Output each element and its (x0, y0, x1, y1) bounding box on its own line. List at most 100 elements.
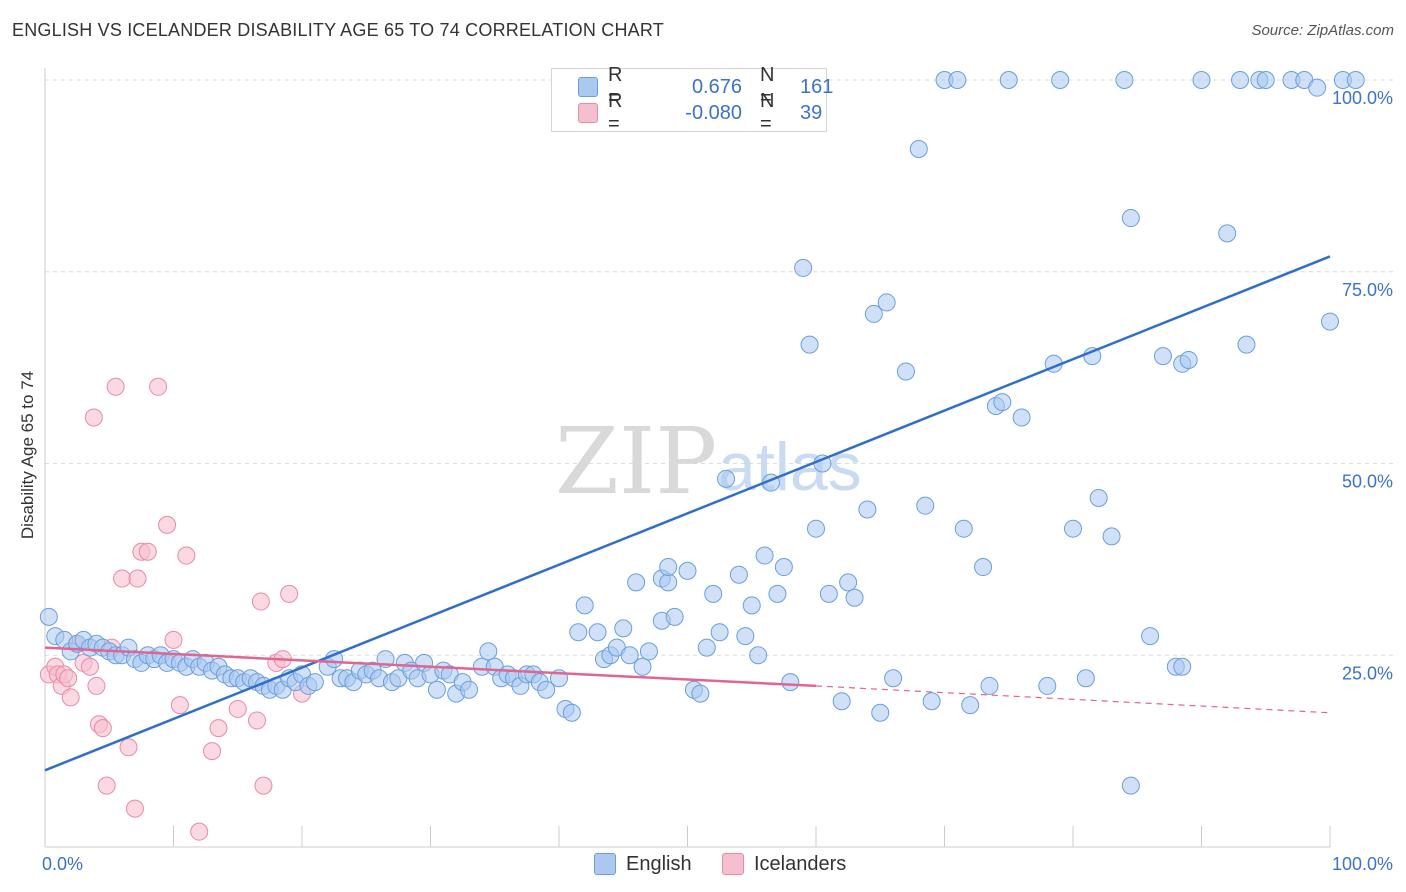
english-point (961, 696, 980, 715)
watermark-zip: ZIP (555, 408, 717, 515)
english-point (704, 584, 723, 603)
english-point (1121, 209, 1140, 228)
chart-title: ENGLISH VS ICELANDER DISABILITY AGE 65 T… (12, 20, 664, 40)
english-point (999, 71, 1018, 89)
icelander-point (251, 592, 270, 611)
english-point (1064, 519, 1082, 538)
english-point (1141, 627, 1160, 646)
english-point (922, 692, 941, 711)
trend-lines (44, 255, 1331, 772)
english-point (665, 607, 684, 626)
axis-layer (44, 68, 1331, 848)
english-point (1115, 71, 1134, 89)
english-point (479, 642, 498, 661)
english-point (774, 558, 793, 577)
english-point (1237, 335, 1256, 354)
y-tick-label: 50.0% (1342, 472, 1393, 492)
english-point (729, 565, 748, 584)
legend-swatch-icelanders (578, 103, 598, 123)
english-point (948, 71, 967, 89)
icelander-point (158, 515, 177, 534)
english-point (1218, 224, 1237, 243)
english-point (575, 596, 594, 615)
icelander-point (280, 584, 299, 603)
english-point (305, 673, 324, 692)
english-point (832, 692, 851, 711)
icelander-point (87, 676, 106, 695)
english-point (1321, 312, 1339, 331)
bottom-legend-english: English (594, 852, 692, 876)
english-point (884, 669, 903, 688)
english-point (1089, 489, 1108, 508)
english-point (954, 519, 973, 538)
english-point (1346, 71, 1365, 89)
bottom-legend-icelanders: Icelanders (722, 852, 846, 876)
english-point (794, 258, 813, 277)
icelander-point (59, 669, 78, 688)
icelander-point (228, 699, 247, 718)
english-point (39, 607, 58, 626)
english-point (1121, 776, 1140, 795)
english-point (1038, 676, 1057, 695)
icelander-point (128, 569, 147, 588)
english-point (717, 469, 736, 488)
english-point (614, 619, 633, 638)
english-point (749, 646, 768, 665)
english-point (1012, 408, 1031, 427)
english-point (697, 638, 716, 657)
icelander-point (125, 799, 144, 818)
english-point (633, 657, 652, 676)
english-point (1308, 78, 1327, 97)
legend-r-value-english: 0.676 (691, 75, 742, 98)
icelander-point (190, 822, 209, 841)
x-tick-label: 0.0% (42, 854, 83, 874)
legend-n-label: N = (760, 90, 775, 135)
english-point (980, 676, 999, 695)
english-point (871, 703, 890, 722)
icelander-point (61, 688, 80, 707)
english-point (974, 558, 993, 577)
english-point (1051, 71, 1070, 89)
icelander-point (97, 776, 116, 795)
english-point (1102, 527, 1121, 546)
english-point (710, 623, 729, 642)
english-point (909, 140, 928, 159)
english-point (569, 623, 588, 642)
english-point (768, 584, 787, 603)
bottom-legend-label-icelanders: Icelanders (754, 852, 847, 875)
icelander-trend-extension (815, 685, 1331, 714)
bottom-legend-swatch-english (594, 853, 616, 875)
y-tick-label: 25.0% (1342, 663, 1393, 683)
english-point (839, 573, 858, 592)
y-tick-label: 75.0% (1342, 280, 1393, 300)
legend-n-value-english: 161 (800, 75, 834, 98)
correlation-legend: R = 0.676 N = 161 R = -0.080 N = 39 (551, 64, 833, 135)
english-point (1076, 669, 1095, 688)
icelander-point (254, 776, 273, 795)
legend-swatch-english (578, 77, 598, 97)
english-point (819, 584, 838, 603)
legend-r-label: R = (608, 90, 623, 135)
bottom-legend-swatch-icelanders (722, 853, 744, 875)
english-point (1231, 71, 1250, 89)
english-point (1173, 657, 1192, 676)
icelander-point (119, 738, 138, 757)
english-point (588, 623, 607, 642)
english-point (877, 293, 896, 312)
english-point (800, 335, 819, 354)
icelander-point (138, 542, 157, 561)
english-point (537, 680, 556, 699)
english-point (1153, 347, 1172, 366)
english-point (1179, 350, 1198, 369)
english-point (620, 646, 639, 665)
english-point (864, 304, 883, 323)
icelander-point (93, 719, 112, 738)
english-point (659, 558, 678, 577)
english-point (562, 703, 581, 722)
english-point (896, 362, 915, 381)
icelander-point (209, 719, 228, 738)
legend-r-value-icelanders: -0.080 (685, 101, 742, 124)
icelander-point (164, 630, 183, 649)
icelander-point (177, 546, 196, 565)
